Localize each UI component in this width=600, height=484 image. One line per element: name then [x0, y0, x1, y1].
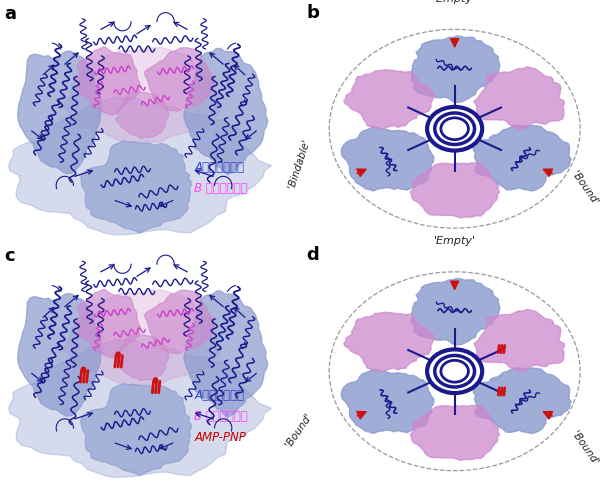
Text: c: c	[4, 246, 15, 264]
Polygon shape	[473, 368, 571, 434]
Polygon shape	[81, 142, 191, 234]
Text: Aサブユニット: Aサブユニット	[194, 388, 244, 401]
Text: d: d	[306, 246, 319, 264]
Text: 'Bound': 'Bound'	[569, 169, 600, 206]
Polygon shape	[64, 48, 221, 143]
Polygon shape	[344, 71, 435, 130]
Text: B サブユニット: B サブユニット	[194, 182, 248, 195]
Polygon shape	[474, 310, 565, 372]
Polygon shape	[184, 49, 268, 175]
Polygon shape	[344, 313, 435, 372]
Polygon shape	[341, 128, 434, 192]
Polygon shape	[77, 289, 140, 358]
Polygon shape	[184, 291, 268, 417]
Text: a: a	[4, 4, 16, 22]
Circle shape	[82, 367, 86, 372]
Polygon shape	[64, 290, 221, 385]
Polygon shape	[116, 92, 169, 138]
Circle shape	[116, 352, 120, 357]
Polygon shape	[9, 98, 271, 236]
Polygon shape	[81, 384, 191, 476]
Circle shape	[154, 378, 158, 383]
Text: 'Bindable': 'Bindable'	[286, 137, 311, 189]
Polygon shape	[145, 48, 214, 112]
Polygon shape	[411, 37, 500, 103]
Polygon shape	[17, 294, 101, 416]
Polygon shape	[9, 340, 271, 478]
Polygon shape	[473, 126, 571, 192]
Polygon shape	[17, 52, 101, 174]
Text: B サブユニット: B サブユニット	[194, 409, 248, 422]
Polygon shape	[145, 290, 214, 354]
Polygon shape	[410, 164, 500, 218]
Polygon shape	[411, 279, 500, 345]
Text: 'Bound': 'Bound'	[569, 429, 600, 467]
Polygon shape	[341, 370, 434, 434]
Text: AMP-PNP: AMP-PNP	[194, 430, 246, 443]
Polygon shape	[116, 334, 169, 380]
Polygon shape	[474, 68, 565, 130]
Text: b: b	[306, 4, 319, 22]
Text: 'Empty': 'Empty'	[434, 0, 476, 4]
Text: 'Empty': 'Empty'	[434, 236, 476, 246]
Polygon shape	[410, 406, 500, 460]
Text: 'Bound': 'Bound'	[283, 411, 314, 448]
Text: Aサブユニット: Aサブユニット	[194, 161, 244, 174]
Polygon shape	[77, 47, 140, 116]
